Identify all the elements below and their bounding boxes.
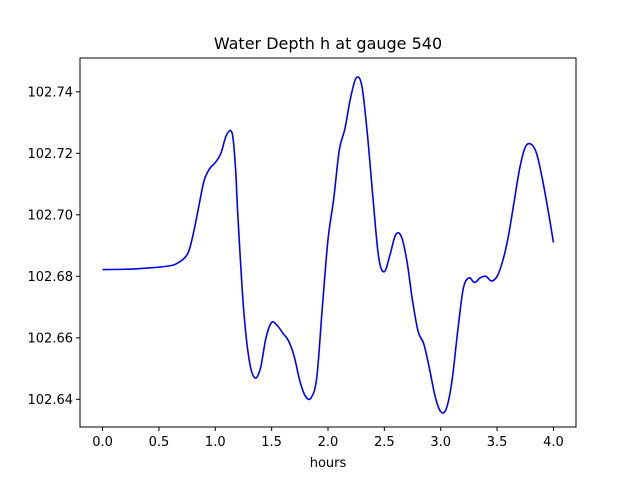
x-axis: 0.0 0.5 1.0 1.5 2.0 2.5 3.0 3.5 4.0 <box>92 427 564 450</box>
y-tick-label: 102.74 <box>28 85 74 100</box>
x-tick-label: 0.5 <box>149 435 170 450</box>
x-axis-label: hours <box>310 456 347 471</box>
x-tick-label: 1.0 <box>205 435 226 450</box>
plot-area <box>102 76 555 414</box>
plot-frame <box>79 57 577 428</box>
x-tick-label: 3.0 <box>430 435 451 450</box>
x-tick-label: 3.5 <box>487 435 508 450</box>
chart-title: Water Depth h at gauge 540 <box>214 34 442 53</box>
y-tick-label: 102.72 <box>28 147 74 162</box>
x-tick-label: 2.0 <box>318 435 339 450</box>
y-tick-label: 102.64 <box>28 393 74 408</box>
x-tick-label: 4.0 <box>543 435 564 450</box>
x-tick-label: 2.5 <box>374 435 395 450</box>
series-line-0 <box>102 76 555 414</box>
x-tick-label: 0.0 <box>92 435 113 450</box>
y-tick-label: 102.70 <box>28 208 74 223</box>
y-axis: 102.64 102.66 102.68 102.70 102.72 102.74 <box>28 85 80 408</box>
y-tick-label: 102.66 <box>28 331 74 346</box>
y-tick-label: 102.68 <box>28 270 74 285</box>
x-tick-label: 1.5 <box>261 435 282 450</box>
